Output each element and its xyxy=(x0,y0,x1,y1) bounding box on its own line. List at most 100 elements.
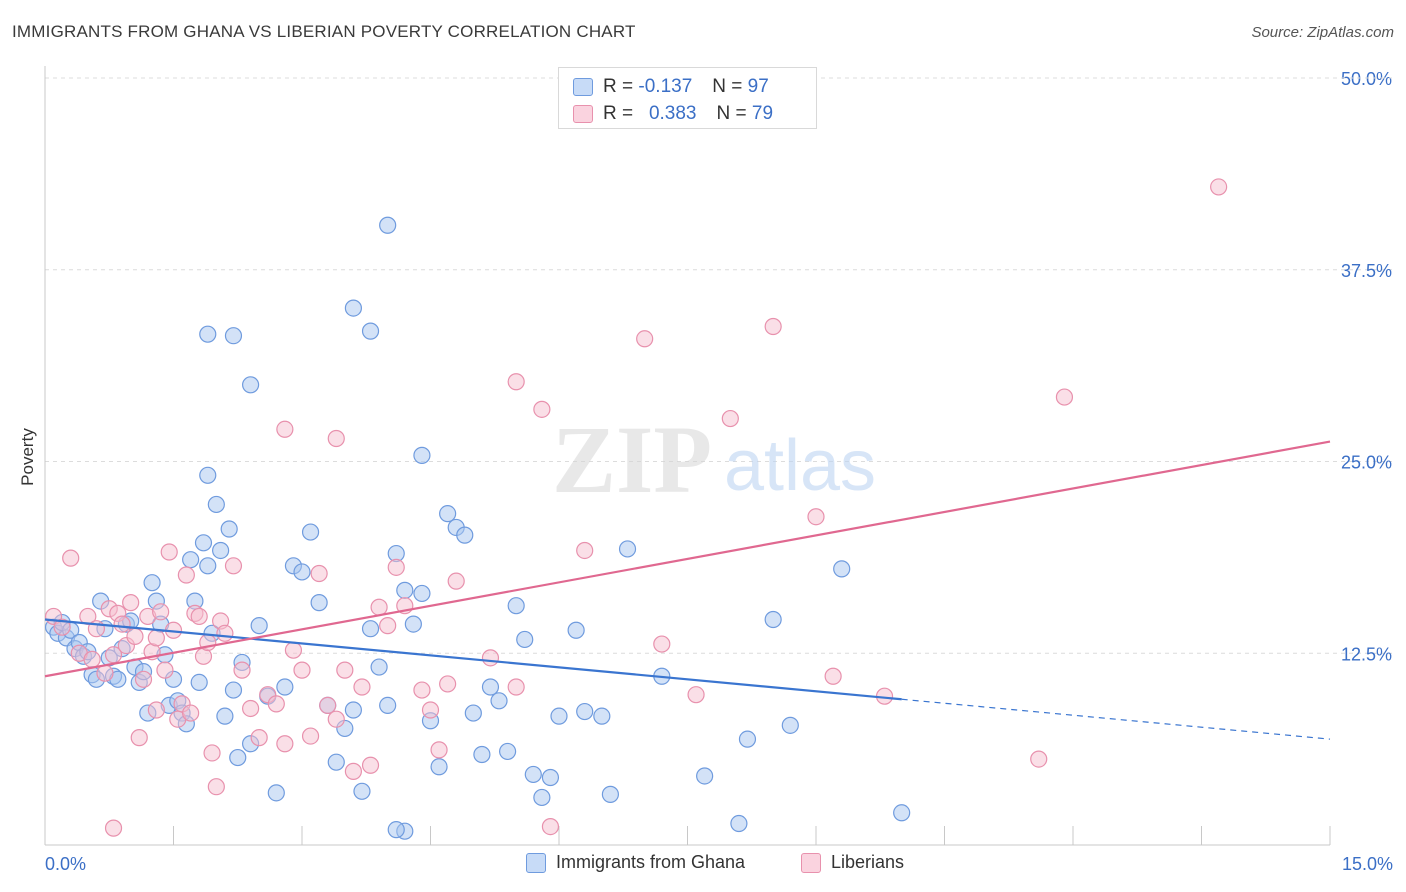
point-ghana xyxy=(267,784,285,802)
point-ghana xyxy=(199,325,217,343)
point-liberian xyxy=(104,819,123,837)
point-liberian xyxy=(430,741,448,759)
point-ghana xyxy=(224,327,243,345)
point-ghana xyxy=(379,216,397,234)
x-tick-label: 0.0% xyxy=(45,854,86,874)
point-ghana xyxy=(567,621,585,639)
point-ghana xyxy=(293,563,311,581)
point-liberian xyxy=(216,624,234,642)
point-liberian xyxy=(481,649,500,667)
point-ghana xyxy=(361,322,380,340)
point-ghana xyxy=(370,658,388,676)
point-liberian xyxy=(126,627,144,645)
point-ghana xyxy=(242,376,260,394)
point-ghana xyxy=(413,584,431,603)
point-liberian xyxy=(301,727,320,745)
point-liberian xyxy=(190,607,208,626)
point-liberian xyxy=(379,617,397,635)
point-liberian xyxy=(413,681,431,699)
point-ghana xyxy=(524,765,542,784)
legend-swatch-ghana xyxy=(573,78,593,96)
trend-line-ghana xyxy=(44,618,902,701)
point-liberian xyxy=(233,661,251,679)
point-liberian xyxy=(267,695,285,713)
y-axis-label: Poverty xyxy=(18,428,37,486)
point-ghana xyxy=(507,597,525,615)
point-ghana xyxy=(533,788,551,807)
point-liberian xyxy=(764,317,782,336)
point-ghana xyxy=(413,446,431,464)
point-liberian xyxy=(353,678,371,696)
point-liberian xyxy=(96,664,114,682)
bottom-legend-ghana: Immigrants from Ghana xyxy=(526,852,745,873)
point-liberian xyxy=(134,670,153,688)
point-ghana xyxy=(220,520,238,538)
point-ghana xyxy=(379,696,397,715)
point-liberian xyxy=(370,598,388,616)
point-liberian xyxy=(242,699,260,718)
point-ghana xyxy=(344,701,362,719)
point-ghana xyxy=(601,785,620,803)
point-ghana xyxy=(576,702,594,721)
point-ghana xyxy=(361,620,380,638)
point-liberian xyxy=(1210,178,1228,196)
y-tick-label: 12.5% xyxy=(1341,644,1392,664)
bottom-legend-swatch-liberians xyxy=(801,852,821,873)
point-liberian xyxy=(250,729,268,747)
point-liberian xyxy=(344,762,362,780)
point-liberian xyxy=(447,572,465,590)
point-ghana xyxy=(212,541,230,560)
point-liberian xyxy=(122,594,140,612)
point-liberian xyxy=(83,650,101,668)
point-ghana xyxy=(250,617,268,635)
legend-r-label: R = xyxy=(603,76,634,97)
point-liberian xyxy=(1055,388,1074,406)
point-ghana xyxy=(216,707,234,725)
point-liberian xyxy=(327,710,345,728)
point-liberian xyxy=(147,629,165,647)
point-ghana xyxy=(618,540,637,558)
watermark-zip: ZIP xyxy=(552,406,712,513)
point-liberian xyxy=(533,400,551,418)
point-ghana xyxy=(833,560,851,578)
point-liberian xyxy=(293,661,311,679)
point-ghana xyxy=(207,495,225,514)
y-tick-label: 50.0% xyxy=(1341,69,1392,89)
point-liberian xyxy=(203,744,221,762)
point-ghana xyxy=(499,742,517,761)
point-liberian xyxy=(276,735,294,753)
point-liberian xyxy=(653,635,671,653)
point-liberian xyxy=(276,420,294,438)
point-ghana xyxy=(353,782,371,800)
point-ghana xyxy=(327,753,345,771)
point-liberian xyxy=(177,566,195,584)
point-liberian xyxy=(147,701,165,719)
point-liberian xyxy=(807,508,825,526)
point-ghana xyxy=(439,505,457,523)
point-ghana xyxy=(276,678,294,696)
point-ghana xyxy=(301,523,320,541)
point-ghana xyxy=(541,768,560,787)
point-liberian xyxy=(361,756,380,774)
point-liberian xyxy=(507,678,525,696)
point-ghana xyxy=(730,814,748,833)
point-ghana xyxy=(344,299,362,317)
point-ghana xyxy=(143,574,161,592)
point-liberian xyxy=(721,409,739,428)
legend-n-value: 97 xyxy=(747,76,769,97)
point-ghana xyxy=(781,716,799,734)
y-tick-label: 25.0% xyxy=(1341,453,1392,473)
point-ghana xyxy=(387,821,405,839)
legend-r-value: 0.383 xyxy=(648,103,697,124)
point-ghana xyxy=(490,692,508,710)
legend-row-liberians: R = 0.383 N = 79 xyxy=(573,101,773,127)
point-liberian xyxy=(1030,750,1048,768)
point-ghana xyxy=(404,615,422,633)
point-ghana xyxy=(481,678,500,696)
legend-r-label: R = xyxy=(603,103,634,124)
point-ghana xyxy=(190,673,208,691)
chart-title: IMMIGRANTS FROM GHANA VS LIBERIAN POVERT… xyxy=(12,22,636,41)
point-ghana xyxy=(430,758,448,776)
point-liberian xyxy=(152,603,170,621)
